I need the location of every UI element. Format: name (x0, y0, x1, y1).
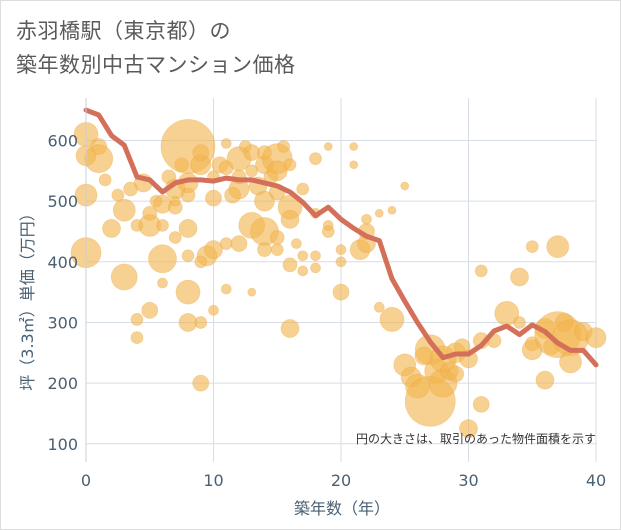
transaction-bubble (169, 195, 181, 207)
axis-layer: 0 10 20 30 40 100 200 300 400 500 600 (47, 98, 606, 490)
transaction-bubble (257, 242, 272, 258)
average-price-trend-line (83, 107, 599, 368)
transaction-bubble (156, 218, 169, 232)
transaction-bubble (98, 173, 112, 187)
transaction-bubble (349, 142, 359, 151)
y-axis-label: 坪（3.3㎡）単価（万円） (18, 205, 37, 390)
transaction-bubble (535, 370, 555, 390)
transaction-bubble (472, 395, 490, 413)
transaction-bubble (335, 256, 347, 268)
transaction-bubble (323, 142, 333, 151)
transaction-bubble (309, 152, 322, 166)
bubble-layer (70, 119, 607, 439)
transaction-bubble (290, 238, 302, 250)
transaction-bubble (280, 209, 300, 229)
transaction-bubble (296, 182, 310, 196)
trend-layer (83, 107, 599, 368)
transaction-bubble (142, 205, 158, 221)
transaction-bubble (269, 230, 285, 245)
y-tick-label: 200 (47, 374, 78, 393)
transaction-bubble (245, 164, 259, 178)
transaction-bubble (379, 307, 405, 332)
transaction-bubble (111, 188, 125, 202)
transaction-bubble (297, 250, 309, 262)
transaction-bubble (220, 283, 232, 295)
transaction-bubble (181, 249, 195, 263)
transaction-bubble (192, 144, 210, 162)
x-tick-label: 10 (203, 471, 223, 490)
transaction-bubble (335, 244, 347, 256)
transaction-bubble (168, 231, 182, 244)
transaction-bubble (283, 158, 297, 172)
transaction-bubble (254, 190, 275, 212)
transaction-bubble (178, 219, 198, 238)
transaction-bubble (546, 235, 570, 259)
transaction-bubble (194, 316, 208, 329)
transaction-bubble (349, 160, 359, 170)
transaction-bubble (270, 243, 284, 257)
x-tick-label: 0 (81, 471, 91, 490)
transaction-bubble (230, 235, 248, 253)
transaction-bubble (513, 316, 526, 329)
y-tick-label: 600 (47, 131, 78, 150)
x-tick-label: 40 (586, 471, 606, 490)
transaction-bubble (178, 313, 198, 332)
transaction-bubble (84, 144, 114, 174)
transaction-bubble (510, 267, 529, 287)
transaction-bubble (332, 283, 350, 301)
transaction-bubble (525, 240, 539, 254)
y-tick-label: 100 (47, 435, 78, 454)
transaction-bubble (310, 250, 321, 262)
transaction-bubble (157, 277, 168, 289)
chart-title: 赤羽橋駅（東京都）の 築年数別中古マンション価格 (16, 14, 296, 82)
transaction-bubble (459, 419, 478, 439)
transaction-bubble (205, 189, 222, 207)
transaction-bubble (141, 301, 159, 319)
transaction-bubble (130, 331, 144, 345)
transaction-bubble (148, 244, 177, 274)
y-tick-label: 400 (47, 253, 78, 272)
transaction-bubble (297, 265, 309, 277)
transaction-bubble (374, 208, 384, 218)
transaction-bubble (282, 257, 298, 273)
transaction-bubble (219, 237, 233, 251)
transaction-bubble (204, 240, 223, 260)
transaction-bubble (112, 198, 136, 222)
transaction-bubble (400, 181, 410, 191)
transaction-bubble (447, 365, 465, 383)
transaction-bubble (220, 138, 232, 149)
transaction-bubble (175, 279, 201, 305)
title-line-2: 築年数別中古マンション価格 (16, 53, 296, 77)
transaction-bubble (361, 213, 372, 225)
transaction-bubble (110, 263, 138, 291)
transaction-bubble (474, 264, 488, 278)
x-tick-label: 20 (331, 471, 351, 490)
transaction-bubble (322, 219, 334, 231)
transaction-bubble (180, 187, 196, 203)
y-tick-label: 500 (47, 192, 78, 211)
bubble-size-note: 円の大きさは、取引のあった物件面積を示す (356, 431, 596, 446)
transaction-bubble (559, 350, 582, 374)
transaction-bubble (266, 160, 288, 182)
transaction-bubble (373, 301, 385, 313)
transaction-bubble (208, 304, 219, 316)
transaction-bubble (387, 205, 397, 215)
y-tick-label: 300 (47, 313, 78, 332)
transaction-bubble (247, 287, 257, 297)
x-axis-label: 築年数（年） (294, 499, 390, 518)
transaction-bubble (130, 313, 144, 326)
transaction-bubble (277, 140, 291, 153)
transaction-bubble (280, 319, 300, 338)
transaction-bubble (192, 374, 210, 392)
transaction-bubble (102, 219, 121, 238)
transaction-bubble (585, 327, 607, 349)
title-line-1: 赤羽橋駅（東京都）の (16, 19, 231, 43)
transaction-bubble (310, 262, 321, 274)
x-tick-label: 30 (458, 471, 478, 490)
